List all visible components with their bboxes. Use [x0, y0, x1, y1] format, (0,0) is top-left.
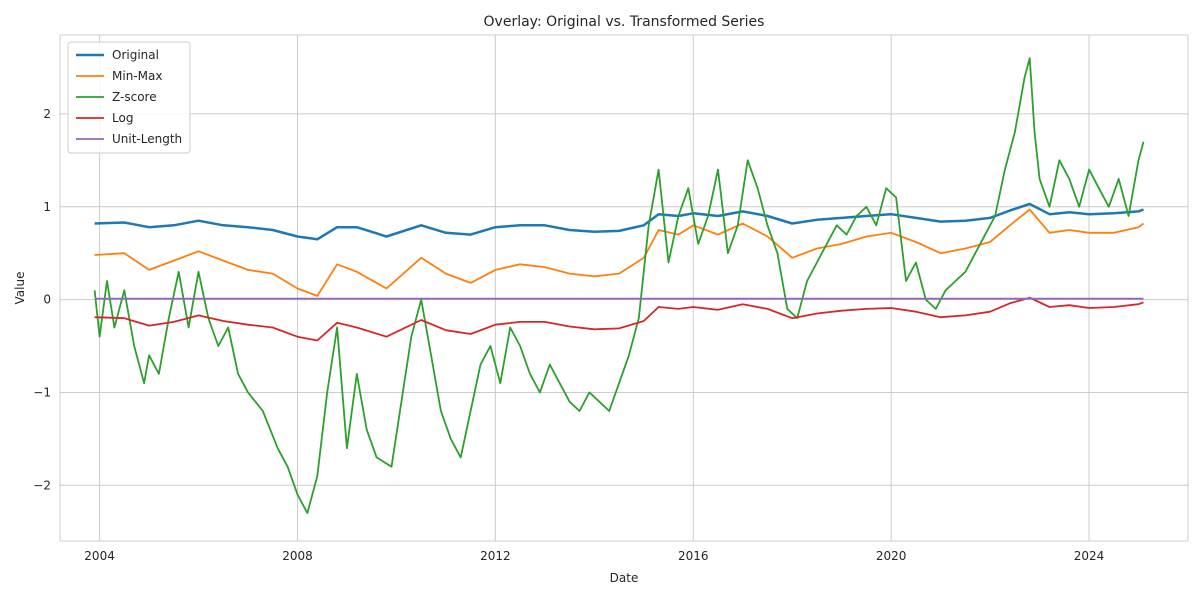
legend-label: Unit-Length [112, 132, 182, 146]
x-tick-label: 2024 [1074, 549, 1105, 563]
legend-label: Log [112, 111, 133, 125]
y-tick-label: −1 [33, 385, 51, 399]
series-group [93, 57, 1145, 514]
plot-area [59, 34, 1189, 542]
y-tick-label: 0 [43, 293, 51, 307]
x-tick-label: 2008 [282, 549, 313, 563]
y-tick-label: 1 [43, 200, 51, 214]
y-tick-label: −2 [33, 478, 51, 492]
legend-label: Original [112, 48, 159, 62]
series-line-original [94, 202, 1144, 241]
x-tick-label: 2004 [84, 549, 115, 563]
y-tick-label: 2 [43, 107, 51, 121]
series-line-z-score [93, 57, 1145, 514]
x-tick-label: 2020 [876, 549, 907, 563]
legend-box [67, 41, 191, 154]
x-axis: 2004 2008 2012 2016 2020 2024 [84, 549, 1104, 563]
legend: Original Min-Max Z-score Log Unit-Length [67, 41, 191, 154]
legend-label: Z-score [112, 90, 157, 104]
x-tick-label: 2016 [678, 549, 709, 563]
series-line-log [94, 296, 1144, 342]
legend-label: Min-Max [112, 69, 162, 83]
x-tick-label: 2012 [480, 549, 511, 563]
chart-title: Overlay: Original vs. Transformed Series [484, 14, 765, 30]
x-axis-label: Date [610, 571, 639, 585]
y-axis: −2 −1 0 1 2 [33, 107, 51, 492]
series-line-min-max [94, 208, 1145, 297]
y-axis-label: Value [13, 272, 27, 305]
grid [60, 35, 1188, 541]
